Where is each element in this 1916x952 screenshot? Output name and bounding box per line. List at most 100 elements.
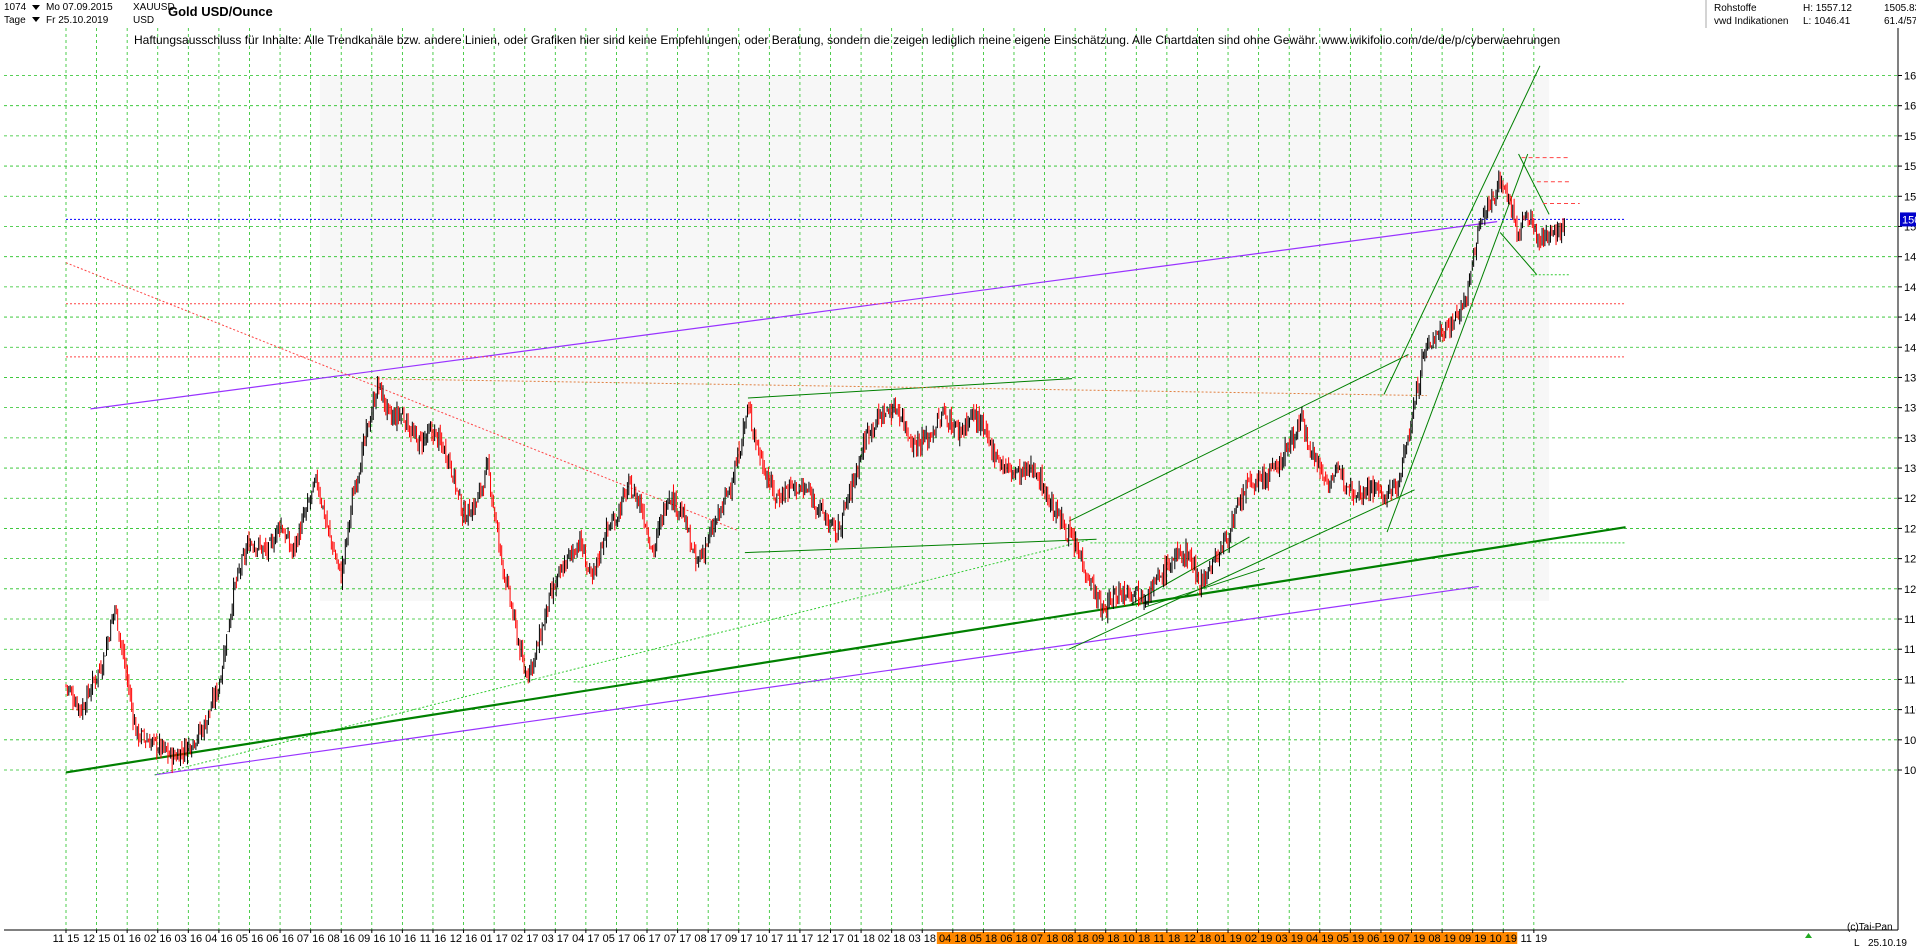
line-green-2017-bottom <box>744 538 1097 554</box>
line-orange-h-1374 <box>365 378 1427 397</box>
low-value: L: 1046.41 <box>1803 16 1851 27</box>
x-tick-label: 01 17 <box>480 933 508 945</box>
x-tick-label: 10 16 <box>389 933 417 945</box>
chart-header: 1074 Tage Mo 07.09.2015 Fr 25.10.2019 XA… <box>4 0 1916 47</box>
y-tick-label: 1050.00 <box>1904 765 1916 777</box>
y-tick-label: 1200.00 <box>1904 584 1916 596</box>
x-tick-label: 04 17 <box>572 933 600 945</box>
x-tick-label: 11 18 <box>1154 933 1181 945</box>
x-tick-label: 12 16 <box>450 933 478 945</box>
line-green-flag-upper <box>1518 153 1550 215</box>
period-label: Tage <box>4 15 26 26</box>
last-price-tag-text: 1505.83 <box>1902 214 1916 226</box>
x-tick-label: 08 16 <box>327 933 355 945</box>
x-tick-label: 03 19 <box>1275 933 1303 945</box>
x-tick-label: 11 15 <box>53 933 80 945</box>
y-tick-label: 1125.00 <box>1904 674 1916 686</box>
x-tick-label: 09 19 <box>1459 933 1487 945</box>
line-green-channel-mid-lower <box>1068 489 1415 650</box>
trend-lines <box>65 65 1626 776</box>
bar-count: 1074 <box>4 2 27 13</box>
x-tick-label: 08 19 <box>1428 933 1456 945</box>
x-tick-label: 07 16 <box>297 933 325 945</box>
line-green-support-dotted <box>154 538 1091 776</box>
x-tick-label: 09 17 <box>725 933 753 945</box>
x-tick-label: 01 16 <box>113 933 141 945</box>
x-tick-label: 10 19 <box>1489 933 1517 945</box>
x-axis-highlight-band <box>936 932 1518 944</box>
y-tick-label: 1450.00 <box>1904 282 1916 294</box>
source-label: vwd Indikationen <box>1714 16 1789 27</box>
y-tick-label: 1300.00 <box>1904 463 1916 475</box>
x-tick-label: 07 18 <box>1031 933 1059 945</box>
y-tick-label: 1225.00 <box>1904 554 1916 566</box>
line-green-2017-top <box>747 378 1073 399</box>
x-tick-label: 09 18 <box>1092 933 1120 945</box>
x-tick-label: 06 16 <box>266 933 294 945</box>
y-tick-label: 1525.00 <box>1904 191 1916 203</box>
y-tick-label: 1400.00 <box>1904 342 1916 354</box>
x-tick-label: 12 15 <box>83 933 111 945</box>
x-tick-label: 11 16 <box>420 933 447 945</box>
category-label: Rohstoffe <box>1714 3 1757 14</box>
x-tick-label: 04 19 <box>1306 933 1334 945</box>
x-tick-label: 05 18 <box>970 933 998 945</box>
x-tick-label: 03 16 <box>175 933 203 945</box>
y-tick-label: 1350.00 <box>1904 403 1916 415</box>
period-dropdown-icon[interactable] <box>32 5 40 10</box>
x-tick-label: 01 18 <box>847 933 875 945</box>
x-axis: 11 15 12 15 01 16 02 16 03 16 04 16 05 16 06 16… <box>4 929 1898 945</box>
copyright: (c)Tai-Pan <box>1847 922 1893 933</box>
line-green-steep-upper <box>1383 65 1541 395</box>
last-price-tag: 1505.83 <box>1900 212 1916 227</box>
x-tick-label: 11 17 <box>787 933 814 945</box>
x-tick-label: 10 18 <box>1123 933 1151 945</box>
axis-marker: L <box>1854 938 1860 949</box>
x-tick-label: 07 17 <box>664 933 692 945</box>
y-tick-label: 1375.00 <box>1904 372 1916 384</box>
y-tick-label: 1175.00 <box>1904 614 1916 626</box>
line-purple-upper <box>90 221 1498 410</box>
x-tick-label: 08 17 <box>694 933 722 945</box>
y-tick-label: 1425.00 <box>1904 312 1916 324</box>
axis-date: 25.10.19 <box>1868 938 1907 949</box>
y-tick-label: 1575.00 <box>1904 131 1916 143</box>
x-tick-label: 04 16 <box>205 933 233 945</box>
date-start: Mo 07.09.2015 <box>46 2 113 13</box>
x-tick-label: 04 18 <box>939 933 967 945</box>
line-green-steep-lower <box>1386 153 1529 533</box>
x-tick-label: 05 19 <box>1337 933 1365 945</box>
line-green-channel-inner-lower <box>1145 567 1265 608</box>
x-tick-label: 05 16 <box>236 933 264 945</box>
line-purple-lower <box>154 585 1479 776</box>
x-tick-label: 01 19 <box>1214 933 1242 945</box>
x-tick-label: 12 17 <box>817 933 845 945</box>
x-tick-label: 02 16 <box>144 933 172 945</box>
chart-title: Gold USD/Ounce <box>168 4 273 19</box>
x-tick-label: 09 16 <box>358 933 386 945</box>
y-tick-label: 1100.00 <box>1904 705 1916 717</box>
y-tick-label: 1250.00 <box>1904 523 1916 535</box>
scroll-up-icon[interactable] <box>1805 933 1812 938</box>
x-tick-label: 08 18 <box>1061 933 1089 945</box>
x-tick-label: 02 18 <box>878 933 906 945</box>
y-tick-label: 1275.00 <box>1904 493 1916 505</box>
y-tick-label: 1625.00 <box>1904 70 1916 82</box>
y-tick-label: 1600.00 <box>1904 101 1916 113</box>
date-end: Fr 25.10.2019 <box>46 15 109 26</box>
y-tick-label: 1475.00 <box>1904 252 1916 264</box>
symbol: XAUUSD <box>133 2 175 13</box>
y-tick-label: 1075.00 <box>1904 735 1916 747</box>
x-tick-label: 10 17 <box>756 933 784 945</box>
range-dropdown-icon[interactable] <box>32 17 40 22</box>
x-tick-label: 07 19 <box>1398 933 1426 945</box>
x-tick-label: 06 19 <box>1367 933 1395 945</box>
line-green-channel-mid-upper <box>1068 354 1409 522</box>
y-tick-label: 1325.00 <box>1904 433 1916 445</box>
line-green-flag-lower <box>1499 232 1538 276</box>
plot-background-band <box>319 75 1550 601</box>
x-tick-label: 12 18 <box>1184 933 1212 945</box>
